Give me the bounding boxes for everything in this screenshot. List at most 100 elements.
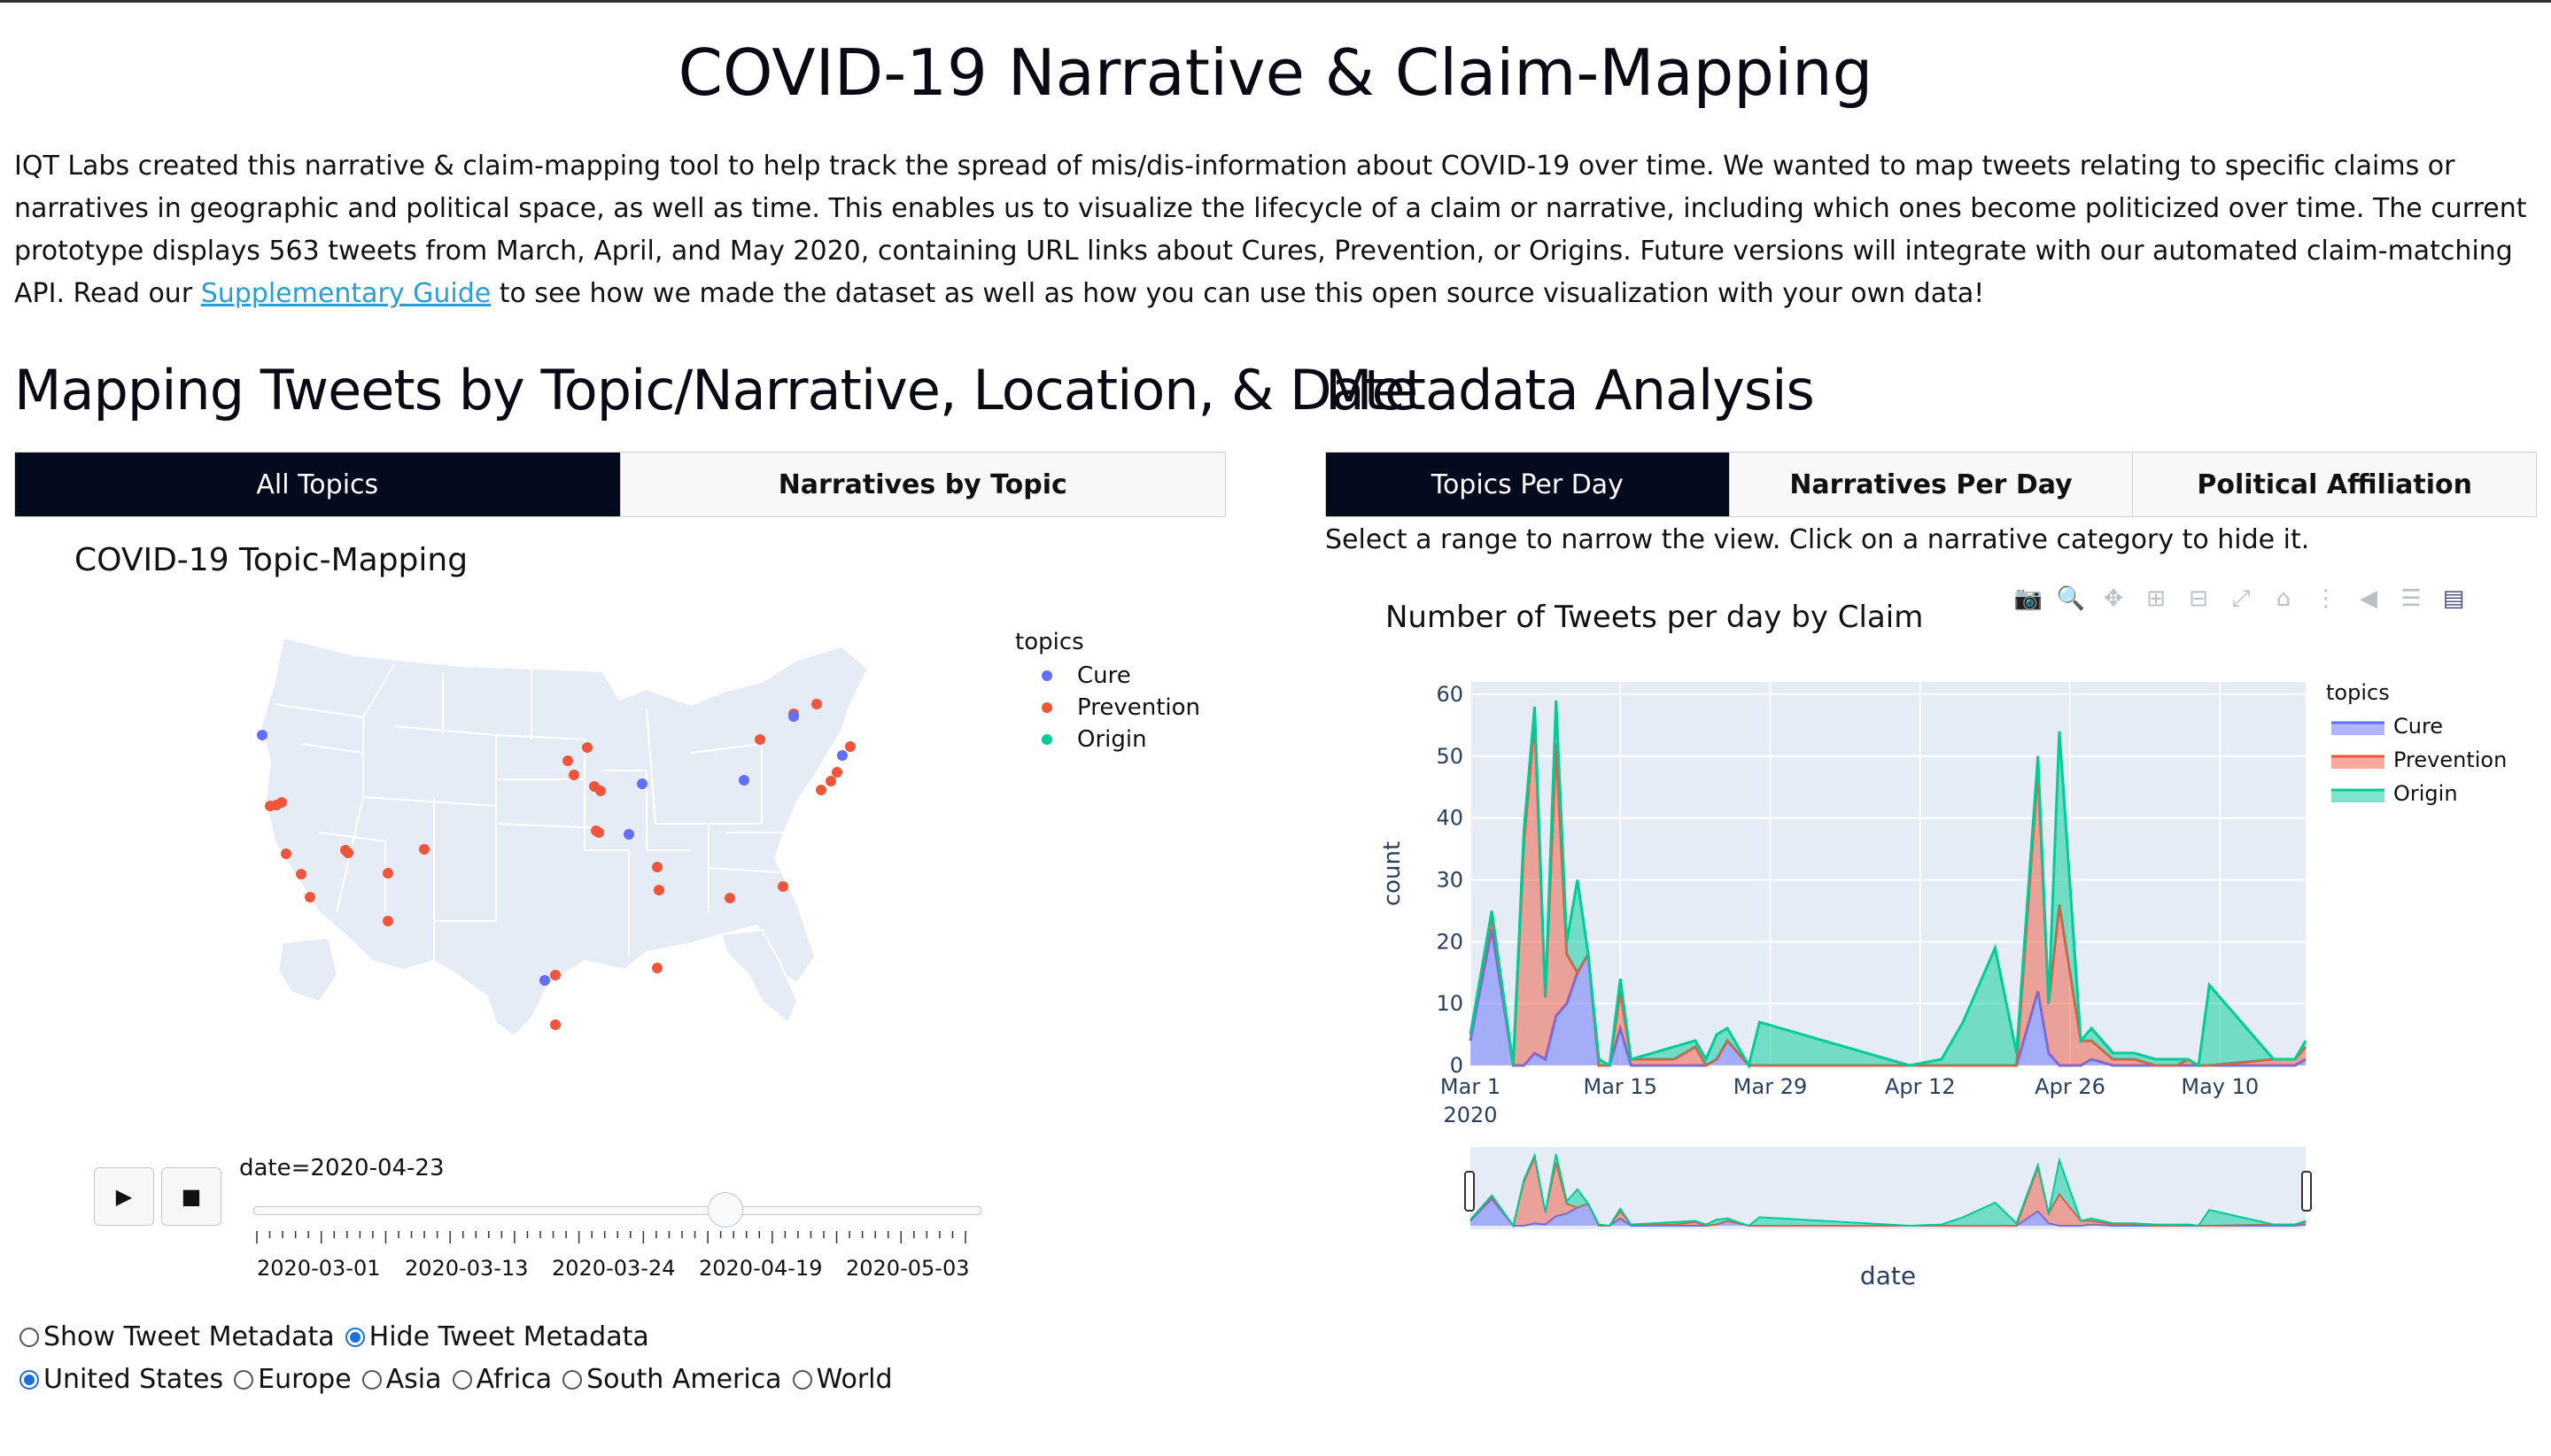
hide-metadata-label[interactable]: Hide Tweet Metadata xyxy=(368,1321,649,1352)
slider-tick-label: 2020-03-24 xyxy=(552,1256,675,1281)
region-label[interactable]: Africa xyxy=(476,1364,553,1395)
us-map[interactable] xyxy=(230,620,903,1045)
region-radio-asia[interactable] xyxy=(361,1369,382,1390)
hover-closest-icon[interactable]: ◀ xyxy=(2360,585,2377,612)
florida-landmass xyxy=(720,928,799,1025)
pan-icon[interactable]: ✥ xyxy=(2104,585,2123,612)
map-legend-item-cure[interactable]: Cure xyxy=(1015,662,1200,689)
y-tick-label: 50 xyxy=(1436,744,1463,769)
plot-area xyxy=(1470,682,2306,1065)
point-prevention xyxy=(343,848,353,858)
y-tick-label: 40 xyxy=(1436,806,1463,831)
region-radio-europe[interactable] xyxy=(234,1369,254,1390)
hide-metadata-radio[interactable] xyxy=(345,1327,365,1347)
point-prevention xyxy=(654,885,664,895)
point-prevention xyxy=(276,797,287,808)
point-prevention xyxy=(816,785,826,795)
y-tick-label: 20 xyxy=(1436,929,1463,954)
intro-text: IQT Labs created this narrative & claim-… xyxy=(14,151,2527,309)
page-title: COVID-19 Narrative & Claim-Mapping xyxy=(678,35,1873,110)
region-label[interactable]: Europe xyxy=(258,1364,352,1395)
date-slider-handle[interactable] xyxy=(708,1192,743,1228)
stop-icon: ■ xyxy=(181,1184,202,1209)
tab-all-topics[interactable]: All Topics xyxy=(15,453,620,516)
region-label[interactable]: World xyxy=(816,1364,893,1395)
x-tick-label: Apr 26 xyxy=(2035,1074,2105,1099)
region-radio-united-states[interactable] xyxy=(19,1369,39,1390)
chart-legend-label-origin: Origin xyxy=(2393,781,2458,806)
point-prevention xyxy=(419,844,430,855)
chart-legend-swatch xyxy=(2331,790,2384,802)
chart-legend-swatch xyxy=(2331,723,2384,735)
point-prevention xyxy=(550,1019,561,1030)
hover-compare-icon[interactable]: ☰ xyxy=(2400,585,2422,612)
zoom-in-icon[interactable]: ⊞ xyxy=(2146,585,2166,612)
date-slider-track[interactable] xyxy=(253,1206,981,1215)
region-radio-south-america[interactable] xyxy=(562,1369,583,1390)
plotly-logo-icon[interactable]: ▤ xyxy=(2442,585,2465,612)
tab-narratives-by-topic[interactable]: Narratives by Topic xyxy=(619,453,1225,516)
region-radio-world[interactable] xyxy=(792,1369,812,1390)
chart-instruction: Select a range to narrow the view. Click… xyxy=(1325,524,2310,555)
tab-political-affiliation[interactable]: Political Affiliation xyxy=(2132,453,2537,516)
slider-tick-label: 2020-03-01 xyxy=(257,1256,380,1281)
spike-lines-icon[interactable]: ⋮ xyxy=(2315,585,2338,612)
slider-current-date: date=2020-04-23 xyxy=(239,1155,445,1181)
zoom-icon[interactable]: 🔍 xyxy=(2056,585,2086,612)
point-prevention xyxy=(595,786,606,796)
supplementary-guide-link[interactable]: Supplementary Guide xyxy=(200,278,492,309)
intro-paragraph: IQT Labs created this narrative & claim-… xyxy=(14,145,2539,315)
map-legend-label: Origin xyxy=(1077,726,1147,753)
top-border xyxy=(0,0,2551,3)
point-prevention xyxy=(593,827,604,838)
metadata-heading: Metadata Analysis xyxy=(1325,358,1815,422)
stop-button[interactable]: ■ xyxy=(161,1167,221,1226)
slider-ticks: 2020-03-01 2020-03-13 2020-03-24 2020-04-19… xyxy=(256,1231,969,1281)
chart-modebar: 📷 🔍 ✥ ⊞ ⊟ ⤢ ⌂ ⋮ ◀ ☰ ▤ xyxy=(2011,581,2471,616)
tab-topics-per-day[interactable]: Topics Per Day xyxy=(1326,453,1729,516)
show-metadata-label[interactable]: Show Tweet Metadata xyxy=(43,1321,335,1352)
chart-legend-label-cure: Cure xyxy=(2393,714,2443,739)
x-tick-label: May 10 xyxy=(2181,1074,2259,1099)
region-label[interactable]: United States xyxy=(43,1364,224,1395)
range-handle-right xyxy=(2301,1171,2312,1212)
zoom-out-icon[interactable]: ⊟ xyxy=(2189,585,2208,612)
point-cure xyxy=(624,829,634,840)
map-legend: topics Cure Prevention Origin xyxy=(1015,629,1200,753)
chart-legend-label-prevention: Prevention xyxy=(2393,747,2507,772)
point-cure xyxy=(539,975,550,986)
tab-narratives-per-day[interactable]: Narratives Per Day xyxy=(1728,453,2133,516)
play-button[interactable]: ▶ xyxy=(94,1167,154,1226)
state-borders xyxy=(274,663,797,965)
tweets-per-day-chart[interactable]: Number of Tweets per day by Claim 0 10 20 30… xyxy=(1329,585,2551,1293)
metadata-tabs: Topics Per Day Narratives Per Day Politi… xyxy=(1325,452,2537,517)
point-prevention xyxy=(755,734,765,745)
region-label[interactable]: Asia xyxy=(385,1364,442,1395)
point-prevention xyxy=(305,892,315,902)
point-cure xyxy=(637,778,647,789)
y-axis-label: count xyxy=(1379,841,1406,906)
intro-text-end: to see how we made the dataset as well a… xyxy=(491,278,1985,309)
play-icon: ▶ xyxy=(115,1184,133,1209)
camera-icon[interactable]: 📷 xyxy=(2013,585,2043,612)
chart-title: Number of Tweets per day by Claim xyxy=(1385,600,1923,635)
region-label[interactable]: South America xyxy=(586,1364,782,1395)
range-line-origin xyxy=(1469,1152,2307,1228)
region-radio-africa[interactable] xyxy=(452,1369,472,1390)
home-icon[interactable]: ⌂ xyxy=(2276,585,2291,612)
point-prevention xyxy=(811,699,822,709)
map-legend-item-prevention[interactable]: Prevention xyxy=(1015,694,1200,721)
point-prevention xyxy=(652,963,663,973)
point-cure xyxy=(739,775,749,786)
point-prevention xyxy=(845,741,856,752)
y-tick-label: 10 xyxy=(1436,991,1463,1016)
point-prevention xyxy=(652,862,663,872)
map-legend-item-origin[interactable]: Origin xyxy=(1015,726,1200,753)
point-prevention xyxy=(569,770,579,780)
autoscale-icon[interactable]: ⤢ xyxy=(2231,585,2251,612)
series-line-origin xyxy=(1469,700,2307,1069)
show-metadata-radio[interactable] xyxy=(19,1327,39,1347)
x-tick-label: 2020 xyxy=(1443,1103,1497,1127)
slider-tick-label: 2020-03-13 xyxy=(405,1256,528,1281)
map-legend-label: Cure xyxy=(1077,662,1131,689)
